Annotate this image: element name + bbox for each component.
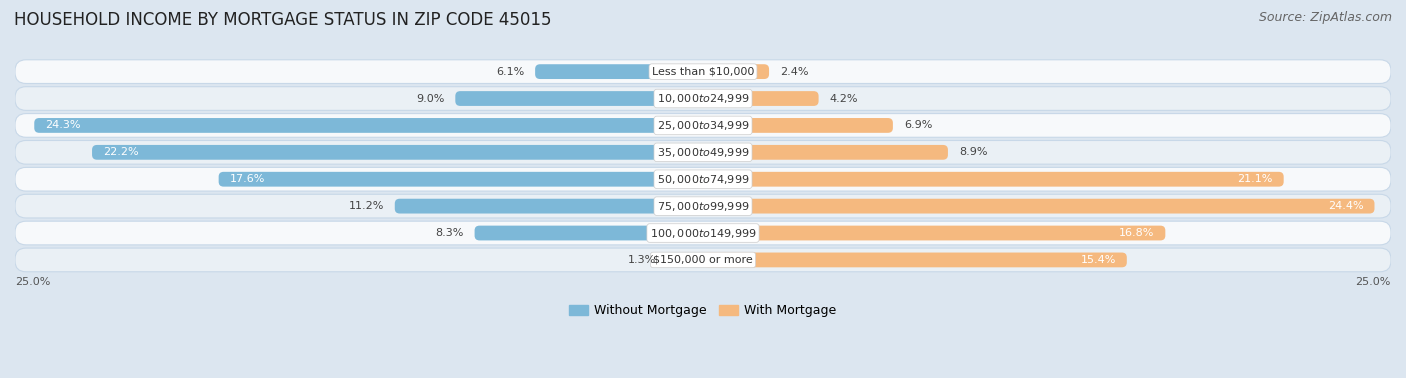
Text: 6.1%: 6.1% bbox=[496, 67, 524, 77]
Text: 9.0%: 9.0% bbox=[416, 93, 444, 104]
Text: 17.6%: 17.6% bbox=[229, 174, 264, 184]
Text: 25.0%: 25.0% bbox=[1355, 277, 1391, 287]
Text: 24.3%: 24.3% bbox=[45, 121, 80, 130]
Text: 1.3%: 1.3% bbox=[628, 255, 657, 265]
FancyBboxPatch shape bbox=[703, 199, 1375, 214]
Text: 25.0%: 25.0% bbox=[15, 277, 51, 287]
FancyBboxPatch shape bbox=[536, 64, 703, 79]
FancyBboxPatch shape bbox=[15, 114, 1391, 137]
FancyBboxPatch shape bbox=[15, 87, 1391, 110]
Text: Less than $10,000: Less than $10,000 bbox=[652, 67, 754, 77]
Text: 11.2%: 11.2% bbox=[349, 201, 384, 211]
Text: $100,000 to $149,999: $100,000 to $149,999 bbox=[650, 226, 756, 240]
FancyBboxPatch shape bbox=[15, 221, 1391, 245]
Text: 2.4%: 2.4% bbox=[780, 67, 808, 77]
Text: $75,000 to $99,999: $75,000 to $99,999 bbox=[657, 200, 749, 213]
FancyBboxPatch shape bbox=[456, 91, 703, 106]
FancyBboxPatch shape bbox=[703, 145, 948, 160]
Text: HOUSEHOLD INCOME BY MORTGAGE STATUS IN ZIP CODE 45015: HOUSEHOLD INCOME BY MORTGAGE STATUS IN Z… bbox=[14, 11, 551, 29]
FancyBboxPatch shape bbox=[395, 199, 703, 214]
Text: 16.8%: 16.8% bbox=[1119, 228, 1154, 238]
FancyBboxPatch shape bbox=[15, 141, 1391, 164]
Text: $25,000 to $34,999: $25,000 to $34,999 bbox=[657, 119, 749, 132]
FancyBboxPatch shape bbox=[34, 118, 703, 133]
Text: $35,000 to $49,999: $35,000 to $49,999 bbox=[657, 146, 749, 159]
Text: 24.4%: 24.4% bbox=[1327, 201, 1364, 211]
Text: $150,000 or more: $150,000 or more bbox=[654, 255, 752, 265]
FancyBboxPatch shape bbox=[703, 226, 1166, 240]
FancyBboxPatch shape bbox=[91, 145, 703, 160]
Text: 8.9%: 8.9% bbox=[959, 147, 987, 157]
Text: 21.1%: 21.1% bbox=[1237, 174, 1272, 184]
Text: 6.9%: 6.9% bbox=[904, 121, 932, 130]
Text: 22.2%: 22.2% bbox=[103, 147, 139, 157]
FancyBboxPatch shape bbox=[15, 167, 1391, 191]
FancyBboxPatch shape bbox=[15, 248, 1391, 272]
Text: 8.3%: 8.3% bbox=[436, 228, 464, 238]
FancyBboxPatch shape bbox=[703, 64, 769, 79]
Text: $50,000 to $74,999: $50,000 to $74,999 bbox=[657, 173, 749, 186]
FancyBboxPatch shape bbox=[668, 253, 703, 267]
Text: Source: ZipAtlas.com: Source: ZipAtlas.com bbox=[1258, 11, 1392, 24]
FancyBboxPatch shape bbox=[475, 226, 703, 240]
FancyBboxPatch shape bbox=[703, 91, 818, 106]
Legend: Without Mortgage, With Mortgage: Without Mortgage, With Mortgage bbox=[564, 299, 842, 322]
FancyBboxPatch shape bbox=[703, 253, 1126, 267]
Text: 15.4%: 15.4% bbox=[1080, 255, 1116, 265]
FancyBboxPatch shape bbox=[703, 172, 1284, 187]
FancyBboxPatch shape bbox=[15, 60, 1391, 84]
FancyBboxPatch shape bbox=[703, 118, 893, 133]
Text: 4.2%: 4.2% bbox=[830, 93, 858, 104]
FancyBboxPatch shape bbox=[219, 172, 703, 187]
FancyBboxPatch shape bbox=[15, 194, 1391, 218]
Text: $10,000 to $24,999: $10,000 to $24,999 bbox=[657, 92, 749, 105]
